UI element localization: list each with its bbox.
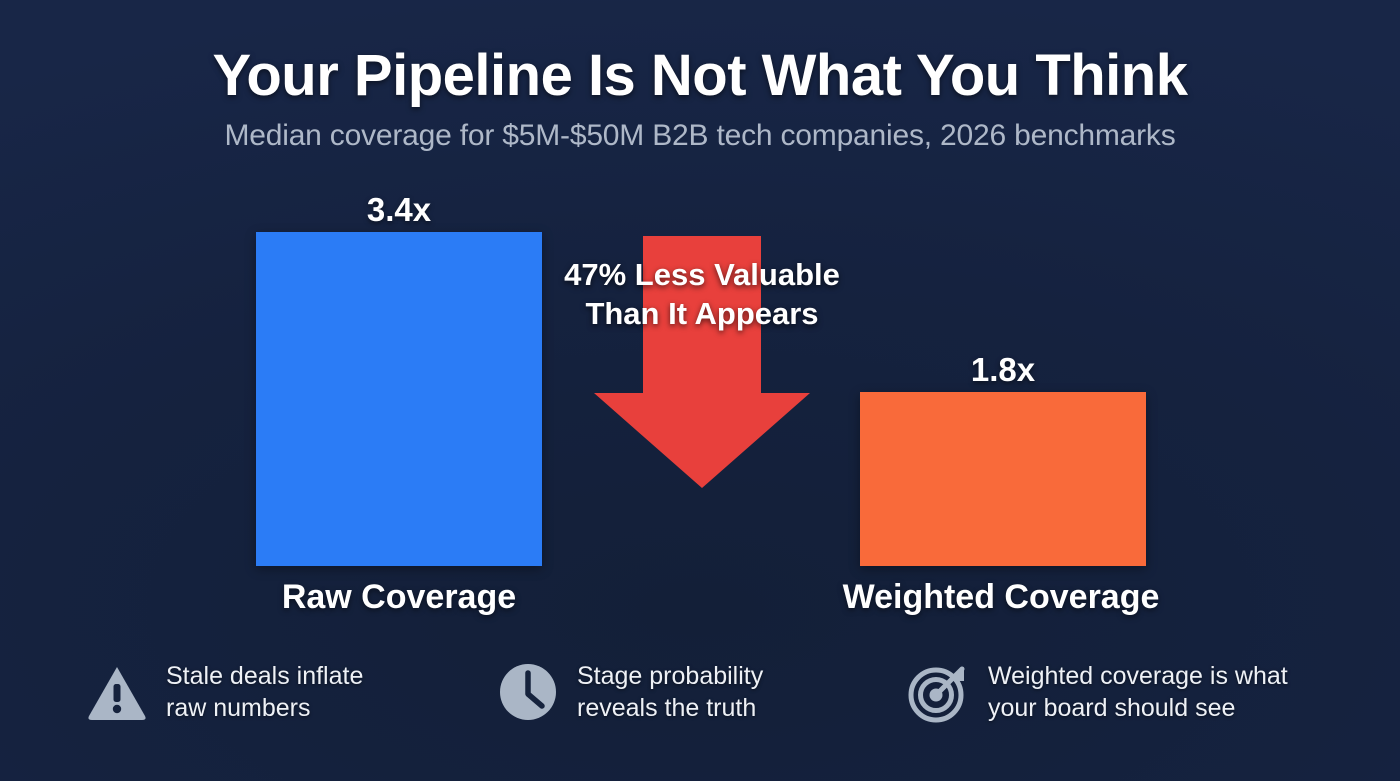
bar-label-weighted: Weighted Coverage bbox=[842, 578, 1160, 616]
bar-value-raw: 3.4x bbox=[366, 191, 432, 228]
footer-note-1: Stale deals inflate raw numbers bbox=[86, 660, 363, 724]
down-arrow-icon bbox=[594, 236, 810, 488]
bar-raw-coverage bbox=[256, 232, 542, 566]
page-title: Your Pipeline Is Not What You Think bbox=[212, 43, 1189, 108]
target-icon bbox=[908, 661, 970, 723]
footer-note-1-text: Stale deals inflate raw numbers bbox=[166, 662, 364, 722]
clock-icon bbox=[497, 661, 559, 723]
callout-text: 47% Less Valuable Than It Appears bbox=[564, 257, 840, 332]
footer-note-3: Weighted coverage is what your board sho… bbox=[908, 660, 1288, 724]
footer-note-3-text: Weighted coverage is what your board sho… bbox=[988, 662, 1288, 722]
page-subtitle: Median coverage for $5M-$50M B2B tech co… bbox=[224, 118, 1176, 152]
footer-notes: Stale deals inflate raw numbers Stage pr… bbox=[0, 651, 1400, 751]
bar-label-raw: Raw Coverage bbox=[281, 578, 517, 616]
header: Your Pipeline Is Not What You Think Medi… bbox=[0, 0, 1400, 154]
bar-value-weighted: 1.8x bbox=[970, 351, 1036, 388]
footer-note-2: Stage probability reveals the truth bbox=[497, 660, 763, 724]
warning-triangle-icon bbox=[86, 661, 148, 723]
bar-weighted-coverage bbox=[860, 392, 1146, 566]
footer-note-2-text: Stage probability reveals the truth bbox=[577, 662, 764, 722]
